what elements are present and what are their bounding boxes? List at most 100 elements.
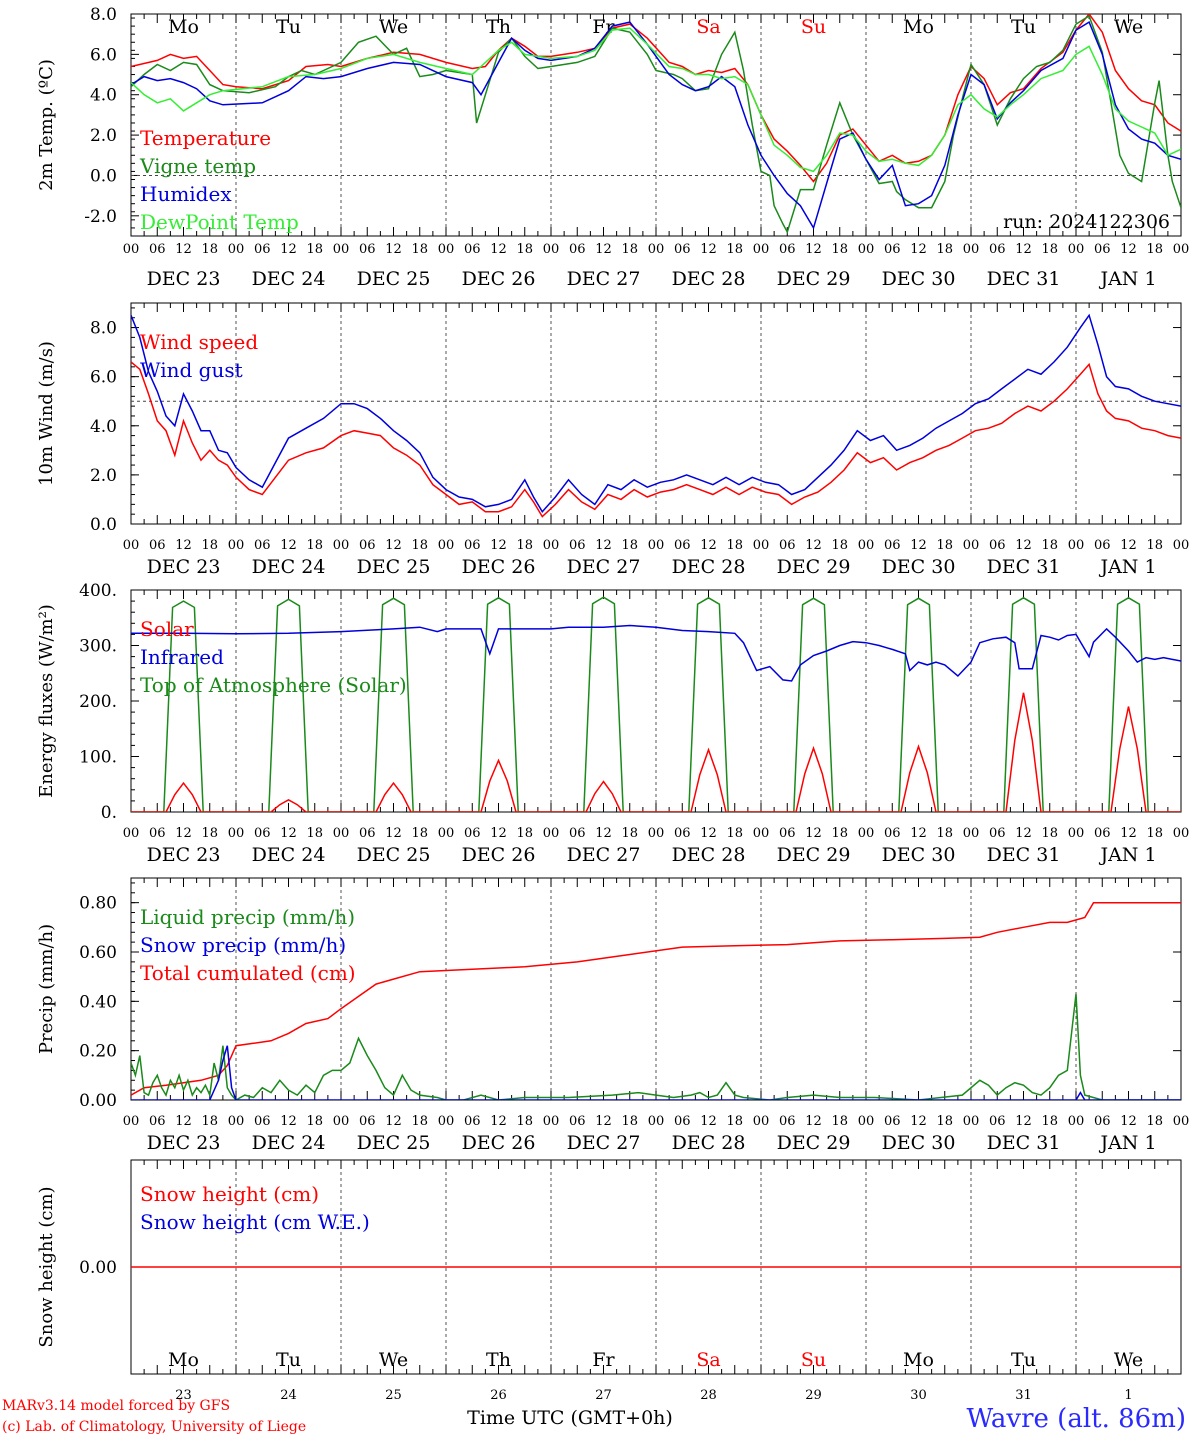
legend-entry: Temperature bbox=[140, 126, 271, 150]
hour-label: 06 bbox=[989, 538, 1006, 553]
date-label: JAN 1 bbox=[1098, 1132, 1156, 1154]
y-tick-label: 0.20 bbox=[79, 1042, 117, 1062]
series-solar bbox=[131, 692, 1181, 812]
day-label: Tu bbox=[1011, 16, 1036, 38]
y-tick-label: 0.80 bbox=[79, 894, 117, 914]
hour-label: 00 bbox=[333, 1114, 350, 1129]
day-label: Tu bbox=[1011, 1349, 1036, 1371]
hour-label: 06 bbox=[674, 242, 691, 257]
hour-label: 00 bbox=[123, 826, 140, 841]
hour-label: 00 bbox=[753, 826, 770, 841]
hour-label: 06 bbox=[674, 1114, 691, 1129]
legend-entry: Snow height (cm) bbox=[140, 1182, 319, 1206]
hour-label: 06 bbox=[674, 826, 691, 841]
series-infrared bbox=[131, 624, 1181, 682]
hour-label: 18 bbox=[516, 1114, 533, 1129]
hour-label: 00 bbox=[543, 1114, 560, 1129]
day-label: Sa bbox=[696, 1349, 720, 1371]
hour-label: 12 bbox=[1015, 242, 1032, 257]
date-label: DEC 25 bbox=[357, 1132, 431, 1154]
date-label: DEC 31 bbox=[987, 1132, 1061, 1154]
date-label: DEC 29 bbox=[777, 556, 851, 578]
hour-label: 12 bbox=[595, 826, 612, 841]
hour-label: 18 bbox=[201, 242, 218, 257]
hour-label: 18 bbox=[516, 242, 533, 257]
date-label: DEC 27 bbox=[567, 844, 641, 866]
hour-label: 12 bbox=[910, 1114, 927, 1129]
y-tick-label: 0. bbox=[101, 803, 117, 823]
y-tick-label: 100. bbox=[79, 748, 117, 768]
day-number: 23 bbox=[175, 1388, 192, 1403]
y-tick-label: 0.40 bbox=[79, 992, 117, 1012]
y-tick-label: 2.0 bbox=[90, 126, 117, 146]
hour-label: 00 bbox=[1173, 538, 1190, 553]
hour-label: 00 bbox=[1068, 242, 1085, 257]
hour-label: 06 bbox=[884, 826, 901, 841]
hour-label: 18 bbox=[936, 538, 953, 553]
hour-label: 00 bbox=[648, 538, 665, 553]
hour-label: 12 bbox=[1120, 1114, 1137, 1129]
hour-label: 00 bbox=[753, 242, 770, 257]
y-tick-label: 200. bbox=[79, 692, 117, 712]
hour-label: 12 bbox=[700, 826, 717, 841]
hour-label: 00 bbox=[543, 826, 560, 841]
hour-label: 06 bbox=[149, 242, 166, 257]
hour-label: 00 bbox=[543, 538, 560, 553]
day-label: Th bbox=[486, 16, 511, 38]
day-label: Su bbox=[801, 16, 826, 38]
day-number: 24 bbox=[280, 1388, 297, 1403]
hour-label: 06 bbox=[359, 242, 376, 257]
hour-label: 18 bbox=[201, 538, 218, 553]
legend-entry: Snow precip (mm/h) bbox=[140, 933, 346, 957]
hour-label: 06 bbox=[779, 242, 796, 257]
date-label: DEC 24 bbox=[252, 268, 326, 290]
day-label: Mo bbox=[903, 16, 934, 38]
hour-label: 18 bbox=[516, 826, 533, 841]
date-label: DEC 27 bbox=[567, 1132, 641, 1154]
hour-label: 18 bbox=[726, 538, 743, 553]
hour-label: 12 bbox=[175, 1114, 192, 1129]
day-number: 1 bbox=[1124, 1388, 1132, 1403]
hour-label: 00 bbox=[228, 1114, 245, 1129]
series-wind-speed bbox=[131, 361, 1181, 518]
hour-label: 06 bbox=[254, 1114, 271, 1129]
hour-label: 18 bbox=[621, 538, 638, 553]
hour-label: 18 bbox=[936, 1114, 953, 1129]
hour-label: 06 bbox=[464, 538, 481, 553]
hour-label: 00 bbox=[858, 1114, 875, 1129]
hour-label: 12 bbox=[700, 538, 717, 553]
y-tick-label: 400. bbox=[79, 581, 117, 601]
y-tick-label: 6.0 bbox=[90, 45, 117, 65]
hour-label: 12 bbox=[280, 242, 297, 257]
y-axis-label: Snow height (cm) bbox=[36, 1186, 57, 1347]
hour-label: 12 bbox=[385, 1114, 402, 1129]
y-axis-label: 2m Temp. (ºC) bbox=[36, 59, 57, 191]
hour-label: 06 bbox=[359, 538, 376, 553]
hour-label: 18 bbox=[1041, 1114, 1058, 1129]
hour-label: 00 bbox=[963, 1114, 980, 1129]
y-tick-label: 0.60 bbox=[79, 943, 117, 963]
hour-label: 06 bbox=[464, 242, 481, 257]
hour-label: 18 bbox=[411, 242, 428, 257]
lab-credit: (c) Lab. of Climatology, University of L… bbox=[2, 1419, 307, 1435]
date-label: JAN 1 bbox=[1098, 556, 1156, 578]
hour-label: 06 bbox=[779, 1114, 796, 1129]
date-label: DEC 24 bbox=[252, 844, 326, 866]
hour-label: 00 bbox=[753, 1114, 770, 1129]
hour-label: 06 bbox=[149, 1114, 166, 1129]
hour-label: 12 bbox=[595, 242, 612, 257]
hour-label: 00 bbox=[228, 538, 245, 553]
panel-wind: 8.0 6.0 4.0 2.0 0.0 10m Wind (m/s) 00 06 12 18 DEC… bbox=[36, 302, 1190, 578]
hour-label: 12 bbox=[805, 1114, 822, 1129]
hour-label: 18 bbox=[831, 826, 848, 841]
hour-label: 12 bbox=[700, 1114, 717, 1129]
day-label: Su bbox=[801, 1349, 826, 1371]
y-tick-label: 4.0 bbox=[90, 86, 117, 106]
hour-label: 00 bbox=[438, 242, 455, 257]
legend-entry: Wind gust bbox=[140, 358, 243, 382]
series-wind-gust bbox=[131, 313, 1181, 513]
y-tick-label: 0.0 bbox=[90, 515, 117, 535]
hour-label: 12 bbox=[1015, 538, 1032, 553]
hour-label: 06 bbox=[884, 538, 901, 553]
